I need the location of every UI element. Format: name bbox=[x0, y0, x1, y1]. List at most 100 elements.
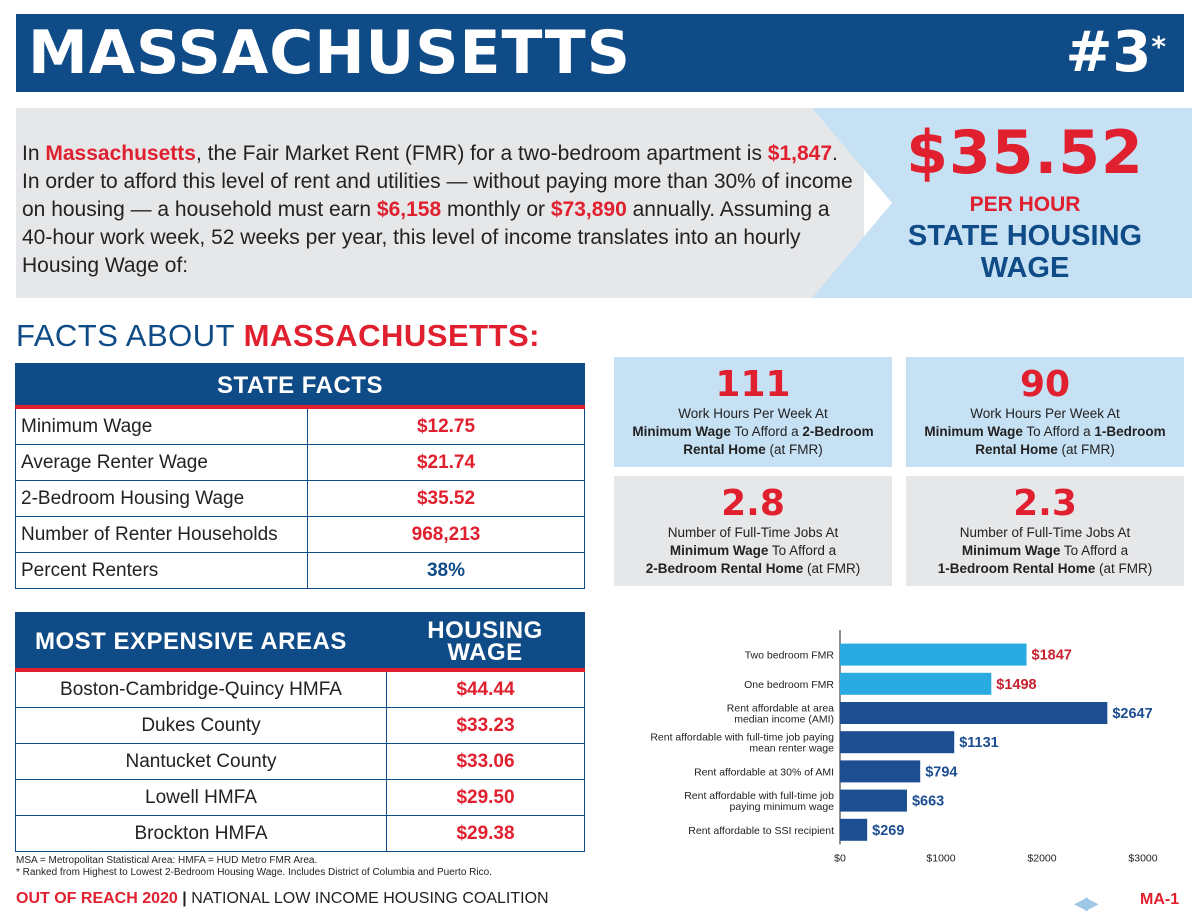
intro-text-1: In bbox=[22, 142, 46, 165]
chart-value-label: $269 bbox=[872, 823, 904, 839]
facts-heading-prefix: FACTS ABOUT bbox=[16, 318, 244, 353]
stat-line: Rental Home (at FMR) bbox=[906, 441, 1184, 459]
chart-tick-label: $2000 bbox=[1027, 852, 1056, 864]
stat-hours-1br: 90 Work Hours Per Week At Minimum Wage T… bbox=[906, 357, 1184, 467]
stat-bold: 2-Bedroom Rental Home bbox=[645, 561, 804, 576]
chart-bar bbox=[840, 760, 921, 783]
header-bar bbox=[16, 14, 1184, 92]
area-wage: $29.38 bbox=[456, 823, 515, 844]
chart-category-label: Rent affordable with full-time job paying… bbox=[684, 790, 834, 813]
table-row: Dukes County $33.23 bbox=[15, 708, 585, 744]
intro-text-2: , the Fair Market Rent (FMR) for a two-b… bbox=[195, 142, 768, 165]
chart-tick-label: $3000 bbox=[1128, 852, 1157, 864]
intro-annual: $73,890 bbox=[550, 198, 627, 221]
chart-value-label: $2647 bbox=[1112, 706, 1152, 722]
row-value: 968,213 bbox=[411, 524, 481, 545]
row-value: $21.74 bbox=[416, 452, 476, 473]
table-row: Number of Renter Households 968,213 bbox=[15, 517, 585, 553]
stat-number: 111 bbox=[715, 364, 791, 405]
table-row: Brockton HMFA $29.38 bbox=[15, 816, 585, 852]
stat-jobs-2br: 2.8 Number of Full-Time Jobs At Minimum … bbox=[614, 476, 892, 586]
stat-text: (at FMR) bbox=[765, 442, 823, 457]
page-title: MASSACHUSETTS bbox=[28, 18, 631, 88]
stat-line: Work Hours Per Week At bbox=[678, 406, 828, 421]
stat-text: To Afford a bbox=[1060, 543, 1129, 558]
stat-bold: 2-Bedroom bbox=[802, 424, 874, 439]
housing-wage-arrow-panel bbox=[812, 108, 1192, 298]
chart-category-label: Rent affordable at 30% of AMI bbox=[694, 766, 834, 778]
stat-text: (at FMR) bbox=[803, 561, 861, 576]
wage-column-header: HOUSING WAGE bbox=[385, 612, 585, 668]
chart-bar bbox=[840, 731, 955, 754]
stat-line: Work Hours Per Week At bbox=[970, 406, 1120, 421]
intro-state: Massachusetts bbox=[45, 142, 196, 165]
row-label: Percent Renters bbox=[16, 553, 308, 588]
rank-value: #3 bbox=[1065, 20, 1152, 85]
stat-number: 90 bbox=[1019, 364, 1071, 405]
stat-number: 2.3 bbox=[1013, 483, 1077, 524]
facts-heading: FACTS ABOUT MASSACHUSETTS: bbox=[16, 318, 540, 354]
areas-table-header: MOST EXPENSIVE AREAS HOUSING WAGE bbox=[15, 612, 585, 672]
area-name: Nantucket County bbox=[16, 744, 387, 779]
stat-number: 2.8 bbox=[721, 483, 785, 524]
stat-text: To Afford a bbox=[730, 424, 803, 439]
table-row: Average Renter Wage $21.74 bbox=[15, 445, 585, 481]
state-rank: #3* bbox=[1065, 14, 1166, 92]
state-facts-table: STATE FACTS Minimum Wage $12.75 Average R… bbox=[15, 363, 585, 589]
table-row: Nantucket County $33.06 bbox=[15, 744, 585, 780]
stat-text: To Afford a bbox=[768, 543, 837, 558]
chart-value-label: $1847 bbox=[1032, 648, 1072, 664]
facts-heading-state: MASSACHUSETTS: bbox=[243, 318, 540, 353]
table-row: Boston-Cambridge-Quincy HMFA $44.44 bbox=[15, 672, 585, 708]
chart-bar bbox=[840, 672, 992, 695]
footer-separator: | bbox=[182, 890, 187, 907]
stat-bold: 1-Bedroom bbox=[1094, 424, 1166, 439]
chart-tick-label: $0 bbox=[834, 852, 846, 864]
wage-header-line2: WAGE bbox=[447, 639, 523, 666]
intro-panel bbox=[16, 108, 864, 298]
wage-header-line1: HOUSING bbox=[427, 617, 543, 644]
chart-category-label: Rent affordable at area median income (AM… bbox=[727, 703, 834, 726]
row-label: Number of Renter Households bbox=[16, 517, 308, 552]
stat-line: Minimum Wage To Afford a bbox=[906, 542, 1184, 560]
chart-bar bbox=[840, 702, 1108, 724]
page-nav-arrows-icon[interactable]: ◀▶ bbox=[1074, 893, 1099, 913]
areas-column-header: MOST EXPENSIVE AREAS bbox=[35, 628, 347, 655]
chart-category-label: Rent affordable to SSI recipient bbox=[688, 825, 834, 837]
intro-text-3: . In order to afford this level of rent … bbox=[22, 142, 853, 221]
rank-footnote-mark: * bbox=[1151, 30, 1166, 63]
intro-text-4: monthly or bbox=[441, 198, 551, 221]
chart-value-label: $1498 bbox=[996, 677, 1036, 693]
intro-paragraph: In Massachusetts, the Fair Market Rent (… bbox=[22, 140, 854, 280]
area-wage: $33.06 bbox=[456, 751, 515, 772]
chart-tick-label: $1000 bbox=[926, 852, 955, 864]
housing-wage-value: $35.52 bbox=[906, 118, 1144, 188]
chart-category-label: One bedroom FMR bbox=[744, 679, 834, 691]
row-value: $35.52 bbox=[416, 488, 476, 509]
intro-monthly: $6,158 bbox=[376, 198, 442, 221]
footnotes: MSA = Metropolitan Statistical Area: HMF… bbox=[16, 855, 492, 879]
stat-bold: Minimum Wage bbox=[961, 543, 1061, 558]
area-wage: $44.44 bbox=[456, 679, 515, 700]
rent-affordability-chart: $1847 Two bedroom FMR $1498 One bedroom FMR… bbox=[650, 630, 1158, 864]
stat-text: (at FMR) bbox=[1095, 561, 1153, 576]
expensive-areas-table: MOST EXPENSIVE AREAS HOUSING WAGE Boston-… bbox=[15, 612, 585, 852]
stat-bold: Rental Home bbox=[975, 442, 1058, 457]
chart-bar bbox=[840, 789, 907, 812]
chart-value-label: $794 bbox=[925, 764, 957, 780]
housing-wage-label: STATE HOUSING WAGE bbox=[907, 220, 1143, 284]
chart-value-label: $663 bbox=[912, 794, 944, 810]
stat-line: 1-Bedroom Rental Home (at FMR) bbox=[906, 560, 1184, 578]
footer-org-name: NATIONAL LOW INCOME HOUSING COALITION bbox=[191, 890, 549, 907]
row-value: $12.75 bbox=[416, 416, 476, 437]
stat-bold: Minimum Wage bbox=[924, 424, 1023, 439]
intro-text-5: annually. Assuming a 40-hour work week, … bbox=[22, 198, 830, 277]
area-name: Dukes County bbox=[16, 708, 387, 743]
stat-bold: Minimum Wage bbox=[632, 424, 731, 439]
stat-line: Minimum Wage To Afford a 2-Bedroom bbox=[614, 423, 892, 441]
row-value: 38% bbox=[426, 560, 466, 581]
stat-hours-2br: 111 Work Hours Per Week At Minimum Wage … bbox=[614, 357, 892, 467]
area-name: Boston-Cambridge-Quincy HMFA bbox=[16, 672, 387, 707]
footnote-ranking: * Ranked from Highest to Lowest 2-Bedroo… bbox=[16, 867, 492, 878]
footer-source: OUT OF REACH 2020 | NATIONAL LOW INCOME … bbox=[16, 890, 549, 908]
